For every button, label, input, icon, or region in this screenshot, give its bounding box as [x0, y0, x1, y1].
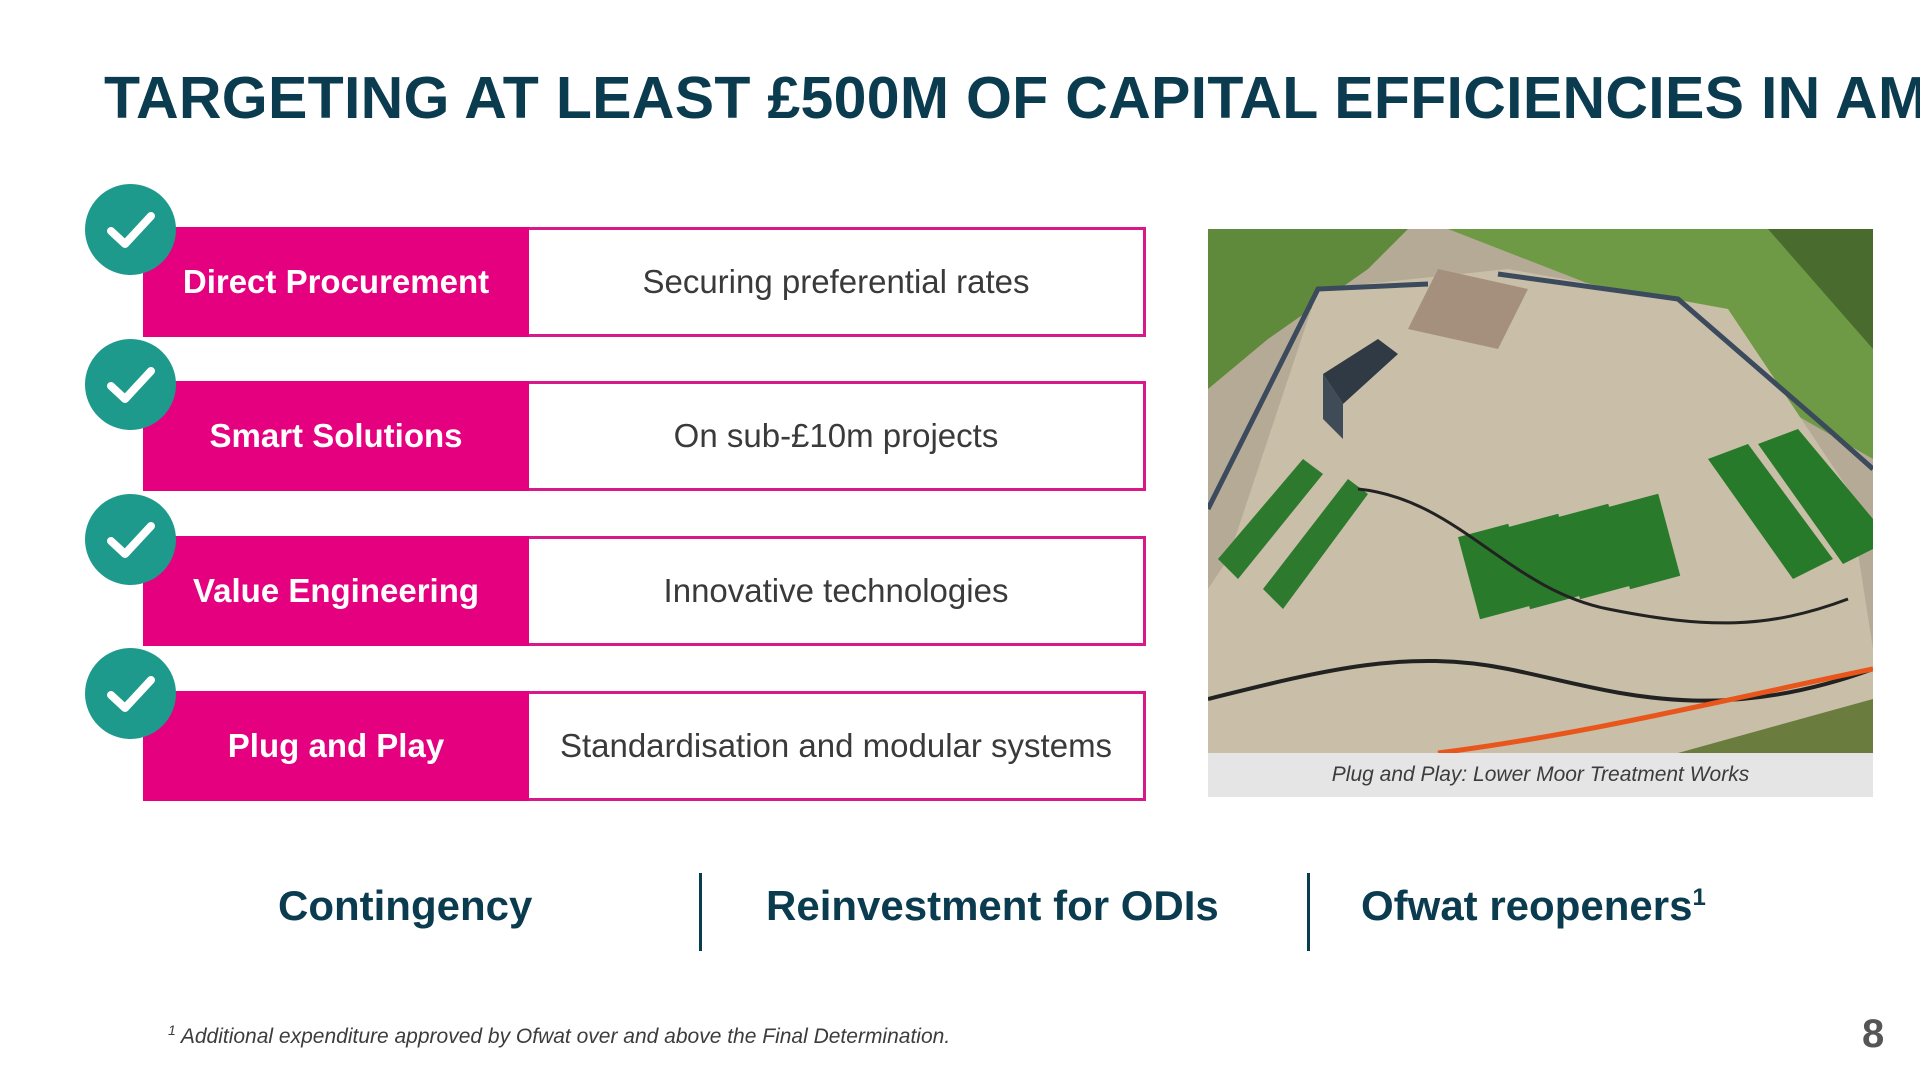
lever-row-value-engineering: Value Engineering Innovative technologie…	[143, 536, 1153, 646]
lever-row-smart-solutions: Smart Solutions On sub-£10m projects	[143, 381, 1153, 491]
bottom-item-contingency: Contingency	[278, 882, 532, 930]
divider	[1307, 873, 1310, 951]
check-icon	[85, 648, 176, 739]
bottom-item-ofwat-reopeners: Ofwat reopeners1	[1361, 882, 1706, 930]
page-number: 8	[1862, 1012, 1885, 1056]
lever-description: On sub-£10m projects	[529, 381, 1146, 491]
lever-label: Value Engineering	[143, 536, 529, 646]
check-icon	[85, 339, 176, 430]
lever-row-direct-procurement: Direct Procurement Securing preferential…	[143, 227, 1153, 337]
slide-title: TARGETING AT LEAST £500M OF CAPITAL EFFI…	[104, 65, 1920, 131]
lever-label: Smart Solutions	[143, 381, 529, 491]
lever-label: Direct Procurement	[143, 227, 529, 337]
bottom-item-label: Reinvestment for ODIs	[766, 882, 1219, 929]
bottom-item-label: Ofwat reopeners	[1361, 882, 1693, 929]
footnote: 1 Additional expenditure approved by Ofw…	[168, 1022, 950, 1049]
lever-description: Innovative technologies	[529, 536, 1146, 646]
lever-description: Standardisation and modular systems	[529, 691, 1146, 801]
treatment-works-photo	[1208, 229, 1873, 753]
lever-description: Securing preferential rates	[529, 227, 1146, 337]
footnote-marker: 1	[168, 1022, 176, 1038]
footnote-marker: 1	[1692, 884, 1706, 911]
check-icon	[85, 184, 176, 275]
lever-label: Plug and Play	[143, 691, 529, 801]
bottom-item-reinvestment: Reinvestment for ODIs	[766, 882, 1219, 930]
check-icon	[85, 494, 176, 585]
divider	[699, 873, 702, 951]
lever-row-plug-and-play: Plug and Play Standardisation and modula…	[143, 691, 1153, 801]
bottom-item-label: Contingency	[278, 882, 533, 929]
footnote-text: Additional expenditure approved by Ofwat…	[175, 1025, 951, 1048]
photo-caption: Plug and Play: Lower Moor Treatment Work…	[1208, 753, 1873, 797]
